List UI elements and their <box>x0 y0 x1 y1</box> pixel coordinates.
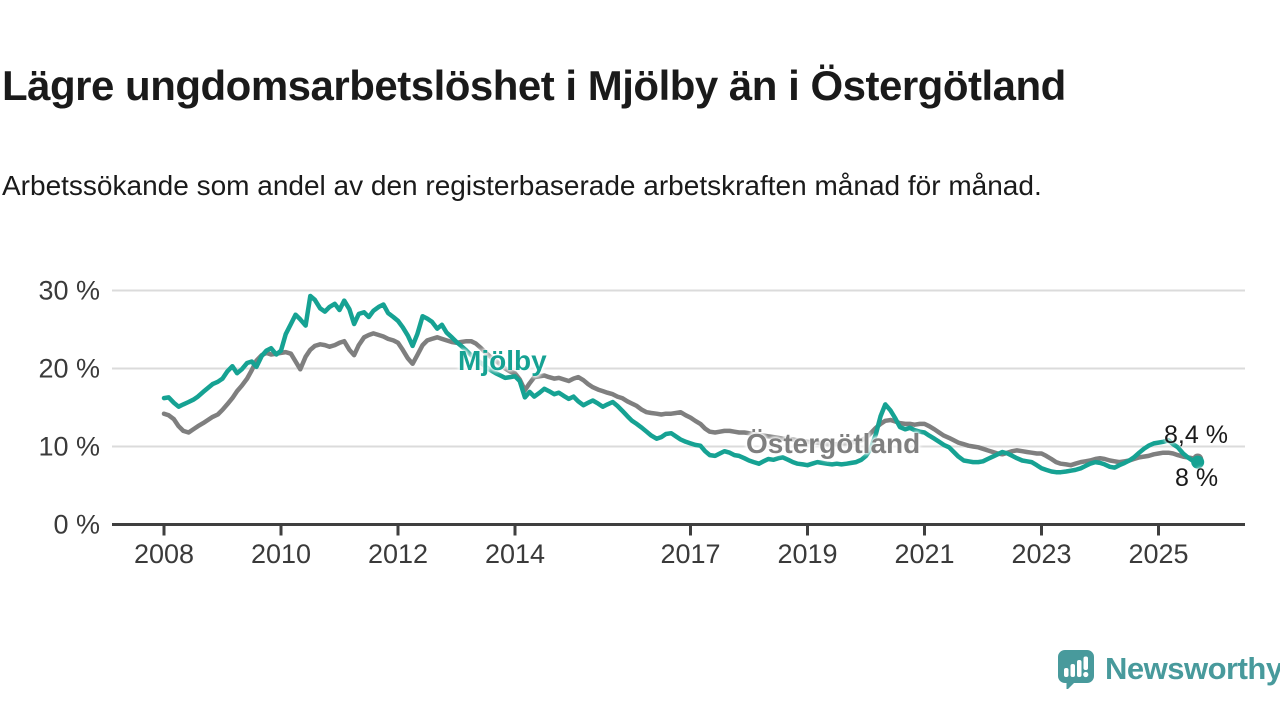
page-title: Lägre ungdomsarbetslöshet i Mjölby än i … <box>2 62 1066 110</box>
svg-text:2014: 2014 <box>485 539 545 569</box>
svg-text:2012: 2012 <box>368 539 428 569</box>
newsworthy-logo-icon <box>1058 650 1094 689</box>
bar-3 <box>1077 660 1082 677</box>
svg-text:0 %: 0 % <box>53 510 100 540</box>
end-value-mjolby: 8 % <box>1175 464 1219 492</box>
svg-text:30 %: 30 % <box>38 276 100 306</box>
series-label-ostergotland: Östergötland <box>746 428 921 459</box>
speech-bubble-shape <box>1058 650 1094 689</box>
svg-text:2019: 2019 <box>777 539 837 569</box>
exclamation-bar <box>1083 656 1088 670</box>
end-value-ostergotland: 8,4 % <box>1164 421 1228 449</box>
bar-2 <box>1070 664 1075 677</box>
newsworthy-logo-text: Newsworthy <box>1105 651 1280 686</box>
svg-text:20 %: 20 % <box>38 354 100 384</box>
svg-text:2010: 2010 <box>251 539 311 569</box>
newsworthy-logo: Newsworthy <box>1056 649 1280 689</box>
bar-1 <box>1064 668 1069 677</box>
exclamation-dot <box>1083 671 1089 678</box>
svg-text:10 %: 10 % <box>38 432 100 462</box>
series-label-mjolby: Mjölby <box>458 345 547 376</box>
svg-text:2023: 2023 <box>1011 539 1071 569</box>
svg-text:2017: 2017 <box>660 539 720 569</box>
svg-text:2025: 2025 <box>1128 539 1188 569</box>
page-subtitle: Arbetssökande som andel av den registerb… <box>2 170 1042 201</box>
svg-text:2021: 2021 <box>894 539 954 569</box>
svg-text:2008: 2008 <box>134 539 194 569</box>
